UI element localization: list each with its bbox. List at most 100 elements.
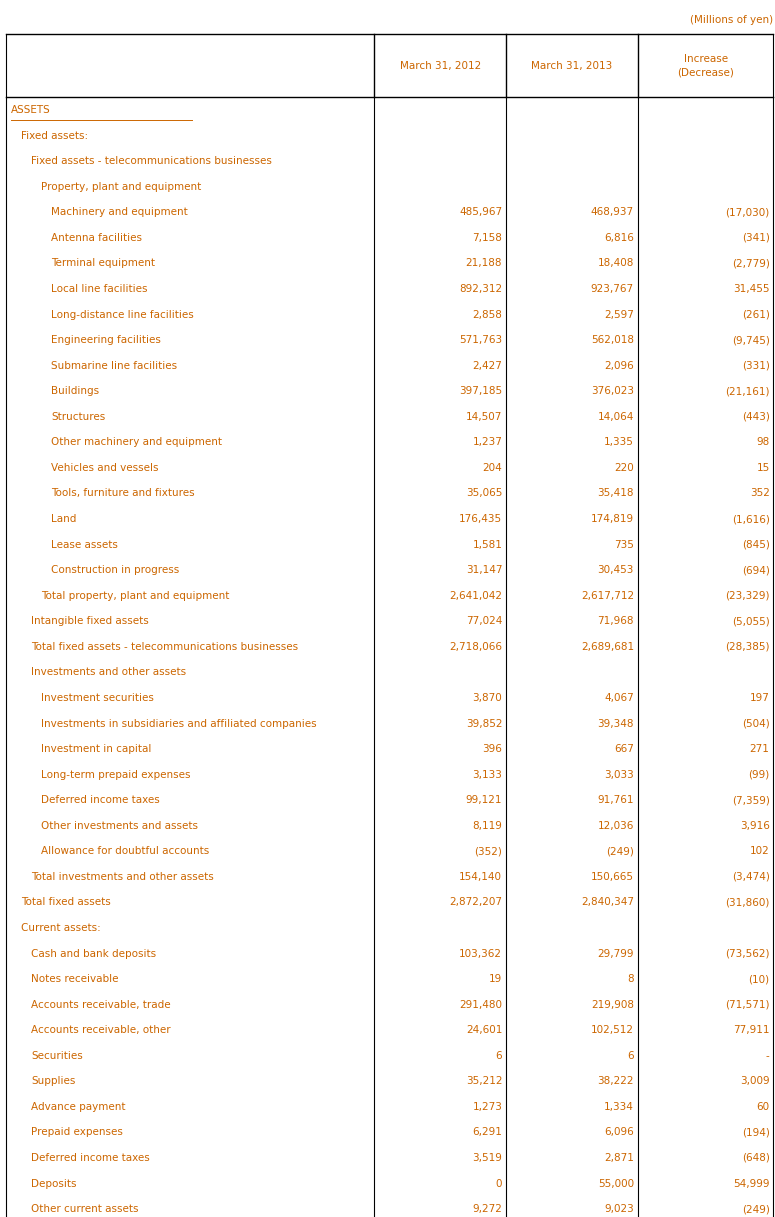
Text: Allowance for doubtful accounts: Allowance for doubtful accounts — [41, 846, 209, 857]
Text: 150,665: 150,665 — [591, 871, 634, 882]
Text: March 31, 2013: March 31, 2013 — [532, 61, 612, 71]
Text: (249): (249) — [742, 1204, 770, 1215]
Text: 352: 352 — [749, 488, 770, 499]
Text: 12,036: 12,036 — [598, 820, 634, 831]
Text: 21,188: 21,188 — [466, 258, 502, 269]
Text: (Millions of yen): (Millions of yen) — [691, 15, 773, 24]
Text: (504): (504) — [742, 718, 770, 729]
Text: 39,348: 39,348 — [598, 718, 634, 729]
Text: Fixed assets - telecommunications businesses: Fixed assets - telecommunications busine… — [31, 156, 272, 167]
Text: (17,030): (17,030) — [725, 207, 770, 218]
Text: 2,096: 2,096 — [604, 360, 634, 371]
Text: (249): (249) — [606, 846, 634, 857]
Text: 3,033: 3,033 — [604, 769, 634, 780]
Text: Deferred income taxes: Deferred income taxes — [31, 1152, 150, 1163]
Text: 291,480: 291,480 — [460, 999, 502, 1010]
Text: 2,840,347: 2,840,347 — [581, 897, 634, 908]
Text: 54,999: 54,999 — [733, 1178, 770, 1189]
Text: 31,455: 31,455 — [733, 284, 770, 295]
Text: 99,121: 99,121 — [466, 795, 502, 806]
Text: (2,779): (2,779) — [732, 258, 770, 269]
Text: Supplies: Supplies — [31, 1076, 75, 1087]
Text: 30,453: 30,453 — [598, 565, 634, 576]
Text: (352): (352) — [474, 846, 502, 857]
Text: 892,312: 892,312 — [459, 284, 502, 295]
Text: Other machinery and equipment: Other machinery and equipment — [51, 437, 222, 448]
Text: 7,158: 7,158 — [472, 232, 502, 243]
Text: (99): (99) — [749, 769, 770, 780]
Text: 9,023: 9,023 — [604, 1204, 634, 1215]
Text: Intangible fixed assets: Intangible fixed assets — [31, 616, 149, 627]
Text: Investments in subsidiaries and affiliated companies: Investments in subsidiaries and affiliat… — [41, 718, 317, 729]
Text: 38,222: 38,222 — [598, 1076, 634, 1087]
Text: Notes receivable: Notes receivable — [31, 974, 119, 985]
Text: 0: 0 — [496, 1178, 502, 1189]
Text: ASSETS: ASSETS — [11, 105, 50, 116]
Text: 174,819: 174,819 — [591, 514, 634, 525]
Text: (73,562): (73,562) — [725, 948, 770, 959]
Text: 2,872,207: 2,872,207 — [449, 897, 502, 908]
Text: Long-distance line facilities: Long-distance line facilities — [51, 309, 194, 320]
Text: (21,161): (21,161) — [725, 386, 770, 397]
Text: 103,362: 103,362 — [460, 948, 502, 959]
Text: Terminal equipment: Terminal equipment — [51, 258, 155, 269]
Text: Antenna facilities: Antenna facilities — [51, 232, 142, 243]
Text: 1,581: 1,581 — [472, 539, 502, 550]
Text: Total fixed assets - telecommunications businesses: Total fixed assets - telecommunications … — [31, 641, 298, 652]
Text: 24,601: 24,601 — [466, 1025, 502, 1036]
Text: Engineering facilities: Engineering facilities — [51, 335, 161, 346]
Text: 2,871: 2,871 — [604, 1152, 634, 1163]
Text: Property, plant and equipment: Property, plant and equipment — [41, 181, 202, 192]
Text: 571,763: 571,763 — [459, 335, 502, 346]
Text: 396: 396 — [482, 744, 502, 755]
Text: Investment securities: Investment securities — [41, 692, 154, 703]
Text: Investment in capital: Investment in capital — [41, 744, 151, 755]
Text: Other investments and assets: Other investments and assets — [41, 820, 198, 831]
Text: 1,335: 1,335 — [604, 437, 634, 448]
Text: 197: 197 — [749, 692, 770, 703]
Text: 219,908: 219,908 — [591, 999, 634, 1010]
Text: Current assets:: Current assets: — [21, 922, 101, 933]
Text: 29,799: 29,799 — [598, 948, 634, 959]
Text: (331): (331) — [742, 360, 770, 371]
Text: 3,009: 3,009 — [740, 1076, 770, 1087]
Text: 15: 15 — [756, 462, 770, 473]
Text: 3,133: 3,133 — [472, 769, 502, 780]
Text: (10): (10) — [749, 974, 770, 985]
Text: 3,519: 3,519 — [472, 1152, 502, 1163]
Text: Structures: Structures — [51, 411, 105, 422]
Text: 6: 6 — [627, 1050, 634, 1061]
Text: (7,359): (7,359) — [732, 795, 770, 806]
Text: 31,147: 31,147 — [466, 565, 502, 576]
Text: 204: 204 — [483, 462, 502, 473]
Text: 91,761: 91,761 — [598, 795, 634, 806]
Text: Accounts receivable, other: Accounts receivable, other — [31, 1025, 170, 1036]
Text: (71,571): (71,571) — [725, 999, 770, 1010]
Text: (5,055): (5,055) — [732, 616, 770, 627]
Text: (3,474): (3,474) — [732, 871, 770, 882]
Text: Prepaid expenses: Prepaid expenses — [31, 1127, 123, 1138]
Text: 468,937: 468,937 — [591, 207, 634, 218]
Text: 1,334: 1,334 — [604, 1101, 634, 1112]
Text: Construction in progress: Construction in progress — [51, 565, 179, 576]
Text: Total property, plant and equipment: Total property, plant and equipment — [41, 590, 229, 601]
Text: 14,507: 14,507 — [466, 411, 502, 422]
Text: (31,860): (31,860) — [725, 897, 770, 908]
Text: (9,745): (9,745) — [732, 335, 770, 346]
Text: (28,385): (28,385) — [725, 641, 770, 652]
Text: Submarine line facilities: Submarine line facilities — [51, 360, 177, 371]
Text: Advance payment: Advance payment — [31, 1101, 126, 1112]
Text: Long-term prepaid expenses: Long-term prepaid expenses — [41, 769, 191, 780]
Text: 8,119: 8,119 — [472, 820, 502, 831]
Text: Local line facilities: Local line facilities — [51, 284, 148, 295]
Text: 9,272: 9,272 — [472, 1204, 502, 1215]
Text: (648): (648) — [742, 1152, 770, 1163]
Text: 3,916: 3,916 — [739, 820, 770, 831]
Text: Fixed assets:: Fixed assets: — [21, 130, 88, 141]
Text: (23,329): (23,329) — [725, 590, 770, 601]
Text: Machinery and equipment: Machinery and equipment — [51, 207, 188, 218]
Text: Securities: Securities — [31, 1050, 83, 1061]
Text: 2,597: 2,597 — [604, 309, 634, 320]
Text: Lease assets: Lease assets — [51, 539, 118, 550]
Text: 102,512: 102,512 — [591, 1025, 634, 1036]
